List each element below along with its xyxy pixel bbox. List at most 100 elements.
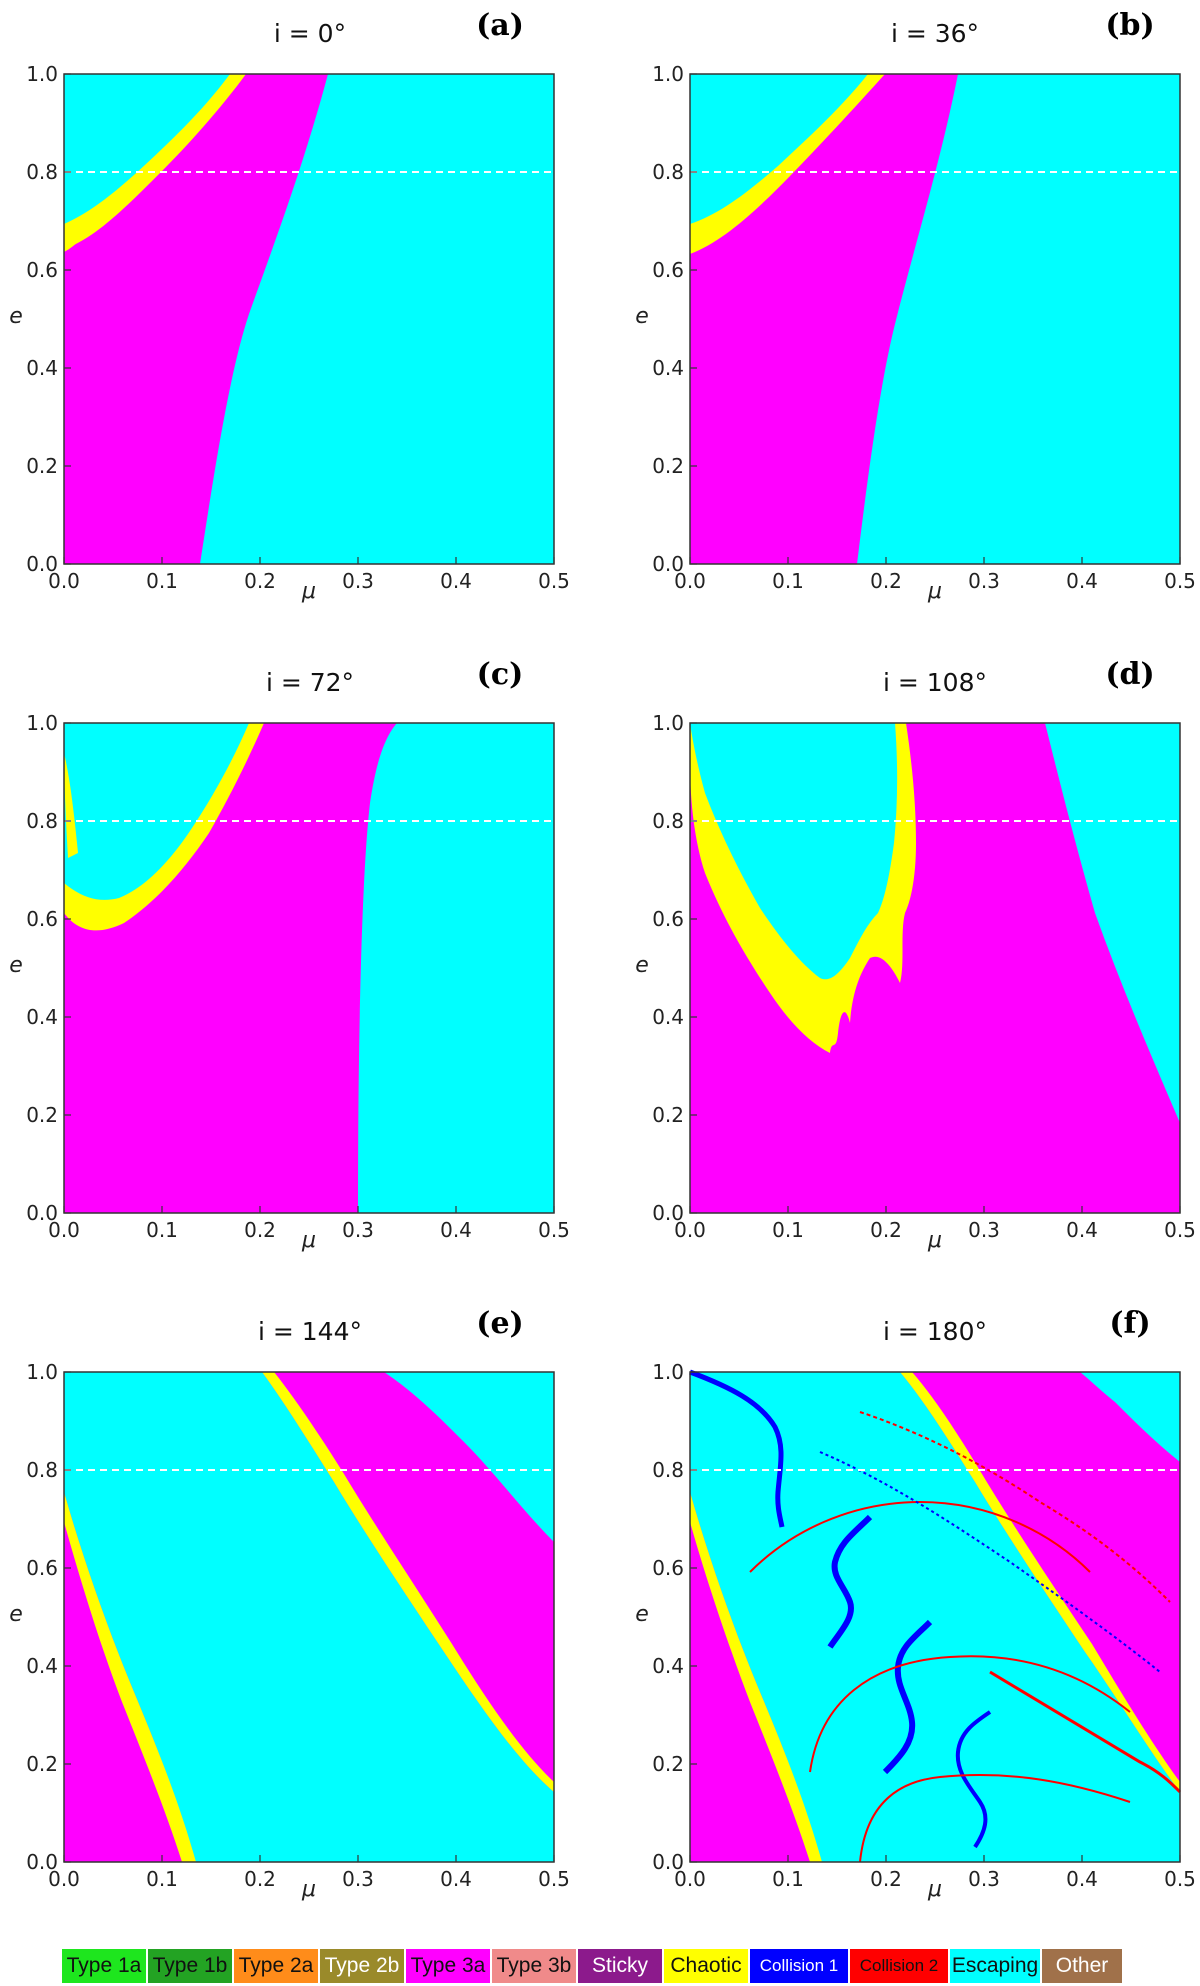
panel-c-ytick-label: 0.6 bbox=[26, 907, 58, 931]
panel-d-xtick-label: 0.1 bbox=[772, 1218, 804, 1242]
panel-e-xtick-label: 0.2 bbox=[244, 1867, 276, 1891]
panel-e-title: i = 144° bbox=[258, 1317, 362, 1346]
panel-f-letter: (f) bbox=[1109, 1306, 1150, 1341]
panel-c-letter: (c) bbox=[477, 657, 524, 692]
panel-a-ytick-label: 0.0 bbox=[26, 552, 58, 576]
panel-e-ytick-label: 0.4 bbox=[26, 1654, 58, 1678]
panel-f-xtick-label: 0.4 bbox=[1066, 1867, 1098, 1891]
panel-c-xtick-label: 0.5 bbox=[538, 1218, 570, 1242]
panel-c-xtick-label: 0.1 bbox=[146, 1218, 178, 1242]
panel-f-ytick-label: 0.8 bbox=[652, 1458, 684, 1482]
panel-c-plot-frame bbox=[63, 722, 555, 1214]
legend-item-type-3a: Type 3a bbox=[406, 1949, 490, 1983]
panel-f-collision2-streak-c bbox=[989, 1670, 1182, 1794]
panel-a-xtick-label: 0.4 bbox=[440, 569, 472, 593]
panel-e-letter: (e) bbox=[476, 1306, 523, 1341]
panel-c-title: i = 72° bbox=[266, 668, 354, 697]
panel-c-ylabel: e bbox=[9, 953, 23, 978]
panel-f-collision2-streak-a bbox=[859, 1411, 1171, 1603]
legend-item-type-2b: Type 2b bbox=[320, 1949, 404, 1983]
panel-b-xtick-label: 0.5 bbox=[1164, 569, 1196, 593]
panel-f-escaping-corner bbox=[1080, 1372, 1180, 1462]
panel-a-xtick-label: 0.1 bbox=[146, 569, 178, 593]
panel-a-xtick-label: 0.2 bbox=[244, 569, 276, 593]
panel-b-xtick-label: 0.1 bbox=[772, 569, 804, 593]
panel-e-chaotic-right-edge bbox=[262, 1372, 554, 1792]
panel-b-xtick-label: 0.2 bbox=[870, 569, 902, 593]
panel-c-ytick-label: 1.0 bbox=[26, 711, 58, 735]
panel-e-xtick-label: 0.1 bbox=[146, 1867, 178, 1891]
panel-b: i = 36° (b) 0.0 0.1 0.2 0.3 0.4 0.5 0.0 0.2 0.4… bbox=[635, 8, 1196, 604]
panel-a-chaotic-edge bbox=[64, 222, 92, 252]
panel-d-xtick-label: 0.3 bbox=[968, 1218, 1000, 1242]
legend-item-collision-2: Collision 2 bbox=[850, 1949, 948, 1983]
panel-b-title: i = 36° bbox=[891, 19, 979, 48]
panel-d-xlabel: μ bbox=[927, 1228, 942, 1253]
panel-b-ytick-label: 0.2 bbox=[652, 454, 684, 478]
panel-a-ylabel: e bbox=[9, 304, 23, 329]
panel-d-ytick-label: 0.6 bbox=[652, 907, 684, 931]
panel-e-ytick-label: 1.0 bbox=[26, 1360, 58, 1384]
panel-f-xtick-label: 0.0 bbox=[674, 1867, 706, 1891]
panel-c-xtick-label: 0.3 bbox=[342, 1218, 374, 1242]
panel-d-ylabel: e bbox=[635, 953, 649, 978]
panel-e-xtick-label: 0.0 bbox=[48, 1867, 80, 1891]
panel-d-letter: (d) bbox=[1105, 657, 1154, 692]
panel-b-ytick-label: 0.6 bbox=[652, 258, 684, 282]
panel-e: i = 144° (e) 0.0 0.1 0.2 0.3 0.4 0.5 0.0 0.2 0.… bbox=[9, 1306, 570, 1902]
panel-d: i = 108° (d) 0.0 0.1 0.2 0.3 0.4 0.5 0.0 0.2 0.… bbox=[635, 657, 1196, 1253]
panel-f-xtick-label: 0.3 bbox=[968, 1867, 1000, 1891]
legend-item-type-3b: Type 3b bbox=[492, 1949, 576, 1983]
panel-e-plot-frame bbox=[63, 1371, 555, 1863]
panel-c-ytick-label: 0.2 bbox=[26, 1103, 58, 1127]
panel-a-xlabel: μ bbox=[301, 579, 316, 604]
panel-c-ytick-label: 0.0 bbox=[26, 1201, 58, 1225]
panel-c-xlabel: μ bbox=[301, 1228, 316, 1253]
panel-d-xtick-label: 0.2 bbox=[870, 1218, 902, 1242]
panel-f-ytick-label: 0.2 bbox=[652, 1752, 684, 1776]
panel-f-xlabel: μ bbox=[927, 1877, 942, 1902]
panel-b-xtick-label: 0.0 bbox=[674, 569, 706, 593]
panel-e-escaping-band bbox=[64, 1372, 554, 1862]
panel-e-ylabel: e bbox=[9, 1602, 23, 1627]
panel-a-ytick-label: 1.0 bbox=[26, 62, 58, 86]
panel-f-xtick-label: 0.1 bbox=[772, 1867, 804, 1891]
panel-f-collision2-arc-b bbox=[809, 1655, 1131, 1773]
panel-c-chaotic-tail bbox=[64, 753, 78, 858]
legend-item-type-1b: Type 1b bbox=[148, 1949, 232, 1983]
panel-b-ytick-label: 0.4 bbox=[652, 356, 684, 380]
panel-d-ytick-label: 0.4 bbox=[652, 1005, 684, 1029]
panel-c-xtick-label: 0.0 bbox=[48, 1218, 80, 1242]
panel-a-title: i = 0° bbox=[274, 19, 346, 48]
panel-b-xlabel: μ bbox=[927, 579, 942, 604]
panel-f-ytick-label: 0.6 bbox=[652, 1556, 684, 1580]
panel-d-ytick-label: 0.8 bbox=[652, 809, 684, 833]
panel-e-xtick-label: 0.4 bbox=[440, 1867, 472, 1891]
panel-a-ytick-label: 0.4 bbox=[26, 356, 58, 380]
panel-f-collision1-filament-b bbox=[827, 1514, 873, 1649]
panel-c-xtick-label: 0.4 bbox=[440, 1218, 472, 1242]
panel-c-xtick-label: 0.2 bbox=[244, 1218, 276, 1242]
panel-a-ytick-label: 0.2 bbox=[26, 454, 58, 478]
panel-d-title: i = 108° bbox=[883, 668, 987, 697]
panel-e-ytick-label: 0.6 bbox=[26, 1556, 58, 1580]
legend-item-type-1a: Type 1a bbox=[62, 1949, 146, 1983]
panel-c: i = 72° (c) 0.0 0.1 0.2 0.3 0.4 0.5 0.0 0.2 0.4… bbox=[9, 657, 570, 1253]
panel-a-ytick-label: 0.6 bbox=[26, 258, 58, 282]
panel-b-chaotic-band bbox=[690, 74, 885, 254]
panel-f-ytick-label: 1.0 bbox=[652, 1360, 684, 1384]
panel-d-ytick-label: 0.0 bbox=[652, 1201, 684, 1225]
panel-d-escaping-bubble bbox=[690, 723, 898, 980]
panel-f-collision2-arc-c bbox=[859, 1774, 1131, 1863]
legend: Type 1a Type 1b Type 2a Type 2b Type 3a Type … bbox=[62, 1949, 1122, 1983]
panel-f-title: i = 180° bbox=[883, 1317, 987, 1346]
legend-item-type-2a: Type 2a bbox=[234, 1949, 318, 1983]
panel-b-ytick-label: 0.8 bbox=[652, 160, 684, 184]
panel-e-ytick-label: 0.2 bbox=[26, 1752, 58, 1776]
panel-a-xtick-label: 0.3 bbox=[342, 569, 374, 593]
panel-f-collision2-arc-a bbox=[749, 1500, 1091, 1573]
panel-f-collision1-filament-d bbox=[955, 1710, 992, 1849]
panel-d-ytick-label: 1.0 bbox=[652, 711, 684, 735]
panel-c-escaping-corner bbox=[64, 723, 256, 923]
panel-e-xlabel: μ bbox=[301, 1877, 316, 1902]
